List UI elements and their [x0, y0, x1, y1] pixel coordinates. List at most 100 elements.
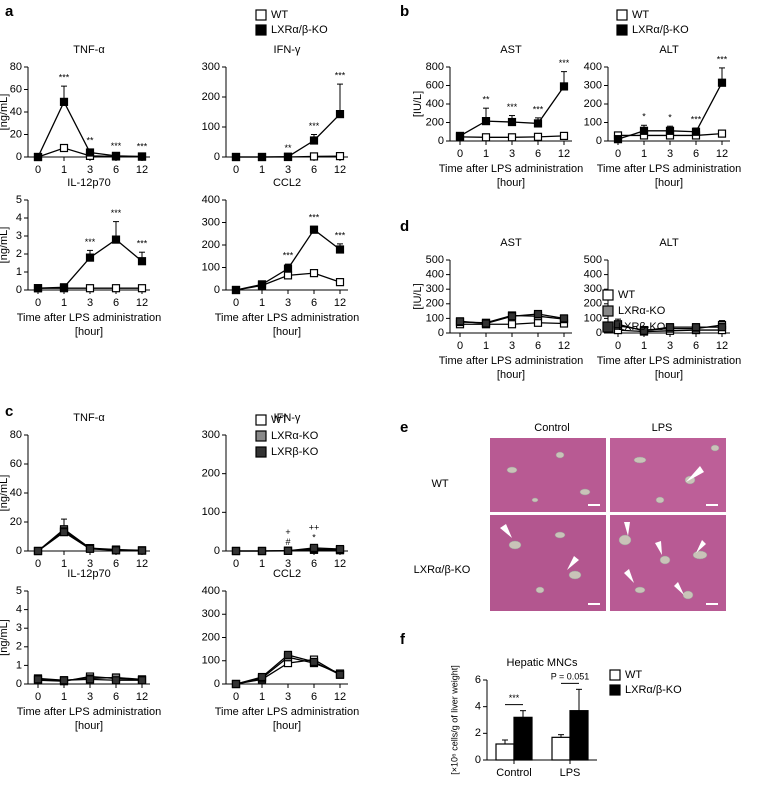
marker — [283, 271, 293, 280]
x-tick-label: 3 — [667, 340, 673, 352]
y-tick-label: 20 — [10, 128, 22, 140]
marker — [533, 119, 543, 128]
legend-swatch — [602, 321, 614, 333]
y-tick-label: 300 — [202, 61, 220, 73]
y-tick-label: 80 — [10, 429, 22, 441]
bar — [495, 743, 515, 761]
panel-label: e — [400, 419, 408, 436]
y-tick-label: 400 — [584, 61, 602, 73]
panel-label: a — [5, 3, 14, 20]
x-tick-label: 3 — [285, 691, 291, 703]
marker — [33, 152, 43, 162]
marker — [231, 152, 241, 162]
y-tick-label: 0 — [16, 545, 22, 557]
x-tick-label: 12 — [334, 164, 346, 176]
marker — [111, 235, 121, 244]
marker — [137, 546, 147, 555]
y-tick-label: 100 — [584, 116, 602, 128]
significance-label: *** — [507, 102, 518, 112]
marker — [507, 312, 517, 321]
series-line — [37, 238, 143, 289]
marker — [507, 133, 517, 142]
x-axis-label: Time after LPS administration — [439, 163, 583, 175]
significance-label: *** — [309, 213, 320, 223]
x-tick-label: 1 — [483, 148, 489, 160]
y-axis-label: [IU/L] — [412, 91, 424, 117]
legend-label: LXRα/β-KO — [625, 684, 682, 696]
chart-title: TNF-α — [73, 44, 105, 56]
x-axis-label: Time after LPS administration — [597, 355, 741, 367]
y-tick-label: 5 — [16, 585, 22, 597]
significance-label: *** — [111, 141, 122, 151]
x-tick-label: 6 — [311, 691, 317, 703]
x-tick-label: 0 — [233, 164, 239, 176]
x-tick-label: 0 — [615, 148, 621, 160]
legend-label: LXRβ-KO — [618, 321, 666, 333]
marker — [309, 136, 319, 145]
y-tick-label: 300 — [584, 79, 602, 91]
marker — [717, 323, 727, 332]
x-tick-label: 3 — [509, 148, 515, 160]
marker — [257, 546, 267, 556]
significance-label: *** — [509, 693, 520, 703]
significance-label: *** — [137, 239, 148, 249]
marker — [613, 320, 623, 329]
marker — [639, 326, 649, 335]
histology-panel: e Control LPS WT LXRα/β-KO — [400, 419, 726, 611]
y-axis-label: [×10⁶ cells/g of liver weight] — [449, 665, 459, 775]
marker — [533, 318, 543, 327]
x-tick-label: 6 — [311, 297, 317, 309]
scale-bars — [588, 504, 718, 605]
x-tick-label: 6 — [693, 148, 699, 160]
significance-label: * — [312, 533, 316, 543]
y-tick-label: 0 — [214, 284, 220, 296]
significance-label: # — [285, 537, 290, 547]
significance-label: *** — [111, 208, 122, 218]
y-tick-label: 400 — [202, 585, 220, 597]
legend-swatch — [609, 684, 621, 696]
legend-swatch — [616, 9, 628, 21]
marker — [481, 133, 491, 142]
marker — [335, 544, 345, 554]
y-tick-label: 200 — [426, 116, 444, 128]
y-axis-label: [ng/mL] — [0, 475, 10, 512]
panel-label: d — [400, 218, 409, 235]
x-tick-label: 0 — [35, 691, 41, 703]
chart-title: CCL2 — [273, 568, 301, 580]
y-tick-label: 400 — [202, 194, 220, 206]
chart-title: ALT — [659, 237, 679, 249]
significance-label: *** — [309, 121, 320, 131]
y-tick-label: 60 — [10, 458, 22, 470]
x-tick-label: 6 — [113, 164, 119, 176]
x-tick-label: 3 — [285, 164, 291, 176]
marker — [665, 126, 675, 135]
x-tick-label: 12 — [334, 691, 346, 703]
marker — [455, 131, 465, 141]
legend-label: WT — [625, 669, 642, 681]
y-tick-label: 0 — [214, 151, 220, 163]
marker — [111, 151, 121, 160]
chart-title: IL-12p70 — [67, 177, 110, 189]
y-tick-label: 2 — [475, 727, 481, 739]
marker — [231, 285, 241, 295]
x-tick-label: 12 — [334, 558, 346, 570]
x-tick-label: 1 — [61, 558, 67, 570]
y-tick-label: 0 — [438, 327, 444, 339]
marker — [59, 283, 69, 292]
micrograph — [610, 438, 726, 512]
marker — [559, 131, 569, 141]
marker — [309, 152, 319, 161]
y-tick-label: 0 — [16, 151, 22, 163]
y-tick-label: 300 — [584, 283, 602, 295]
x-tick-label: 0 — [35, 164, 41, 176]
marker — [335, 152, 345, 161]
significance-label: ++ — [309, 523, 320, 533]
marker — [613, 135, 623, 144]
marker — [309, 225, 319, 234]
legend-swatch — [255, 9, 267, 21]
x-axis-label: [hour] — [75, 326, 103, 338]
y-tick-label: 100 — [584, 312, 602, 324]
y-tick-label: 4 — [16, 212, 22, 224]
legend-label: WT — [632, 9, 649, 21]
marker — [257, 152, 267, 162]
